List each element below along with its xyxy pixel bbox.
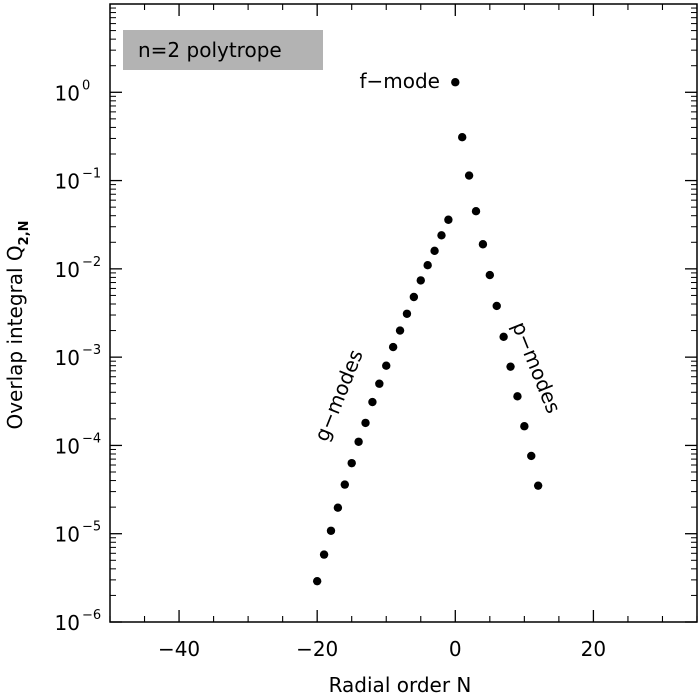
data-point — [471, 206, 481, 216]
y-tick-label-exponent: −5 — [82, 520, 101, 535]
data-point — [333, 503, 343, 512]
data-point — [437, 231, 446, 240]
data-point — [423, 261, 432, 270]
svg-text:Overlap integral Q2,N: Overlap integral Q2,N — [3, 220, 32, 429]
y-tick-label: 10 — [55, 258, 80, 282]
data-point — [458, 132, 467, 142]
data-point — [492, 301, 501, 311]
data-point — [451, 78, 460, 87]
legend-box-background — [123, 30, 323, 70]
f-mode-annotation: f−mode — [359, 69, 440, 93]
data-point — [499, 332, 508, 341]
data-point — [340, 480, 349, 489]
data-point — [444, 215, 453, 224]
data-points — [312, 78, 543, 586]
legend-box: n=2 polytrope — [123, 30, 323, 70]
y-tick-label-exponent: −1 — [82, 167, 101, 182]
y-axis-title-main: Overlap integral Q — [3, 245, 27, 429]
x-tick-label: 20 — [581, 637, 606, 661]
legend-box-text: n=2 polytrope — [138, 38, 282, 62]
data-point — [312, 576, 322, 586]
data-point — [430, 246, 439, 256]
p-modes-annotation: p−modes — [507, 318, 565, 417]
x-axis-title: Radial order N — [329, 673, 472, 697]
y-tick-label: 10 — [55, 611, 80, 635]
axes — [109, 3, 698, 623]
data-point — [416, 276, 425, 285]
data-point — [347, 458, 356, 468]
data-point — [409, 292, 419, 302]
y-tick-label-exponent: −6 — [82, 608, 101, 623]
y-tick-label: 10 — [55, 434, 80, 458]
data-point — [375, 379, 384, 388]
y-tick-label: 10 — [55, 170, 80, 194]
y-tick-label-exponent: 0 — [82, 78, 90, 93]
data-point — [402, 309, 412, 318]
g-modes-annotation: g−modes — [309, 346, 367, 445]
data-point — [354, 437, 363, 446]
y-tick-label-exponent: −2 — [82, 255, 101, 270]
x-tick-label: −40 — [158, 637, 200, 661]
y-axis-title-subscript: 2,N — [17, 220, 32, 245]
x-tick-label: 0 — [449, 637, 462, 661]
data-point — [368, 397, 377, 407]
data-point — [520, 422, 529, 431]
y-tick-label: 10 — [55, 523, 80, 547]
data-point — [527, 451, 536, 461]
x-tick-label: −20 — [296, 637, 338, 661]
data-point — [478, 240, 488, 249]
y-axis-title: Overlap integral Q2,N — [3, 220, 32, 429]
y-tick-label-exponent: −3 — [82, 343, 101, 358]
data-point — [506, 362, 515, 371]
data-point — [513, 392, 522, 401]
data-point — [464, 171, 474, 180]
y-tick-label-exponent: −4 — [82, 431, 101, 446]
data-point — [382, 361, 391, 370]
data-point — [388, 342, 398, 352]
data-point — [319, 550, 329, 559]
y-tick-label: 10 — [55, 81, 80, 105]
data-point — [533, 481, 543, 490]
plot-frame — [109, 3, 698, 623]
y-tick-label: 10 — [55, 346, 80, 370]
data-point — [361, 418, 370, 428]
data-point — [326, 526, 336, 535]
data-point — [485, 270, 495, 280]
data-point — [395, 326, 405, 335]
